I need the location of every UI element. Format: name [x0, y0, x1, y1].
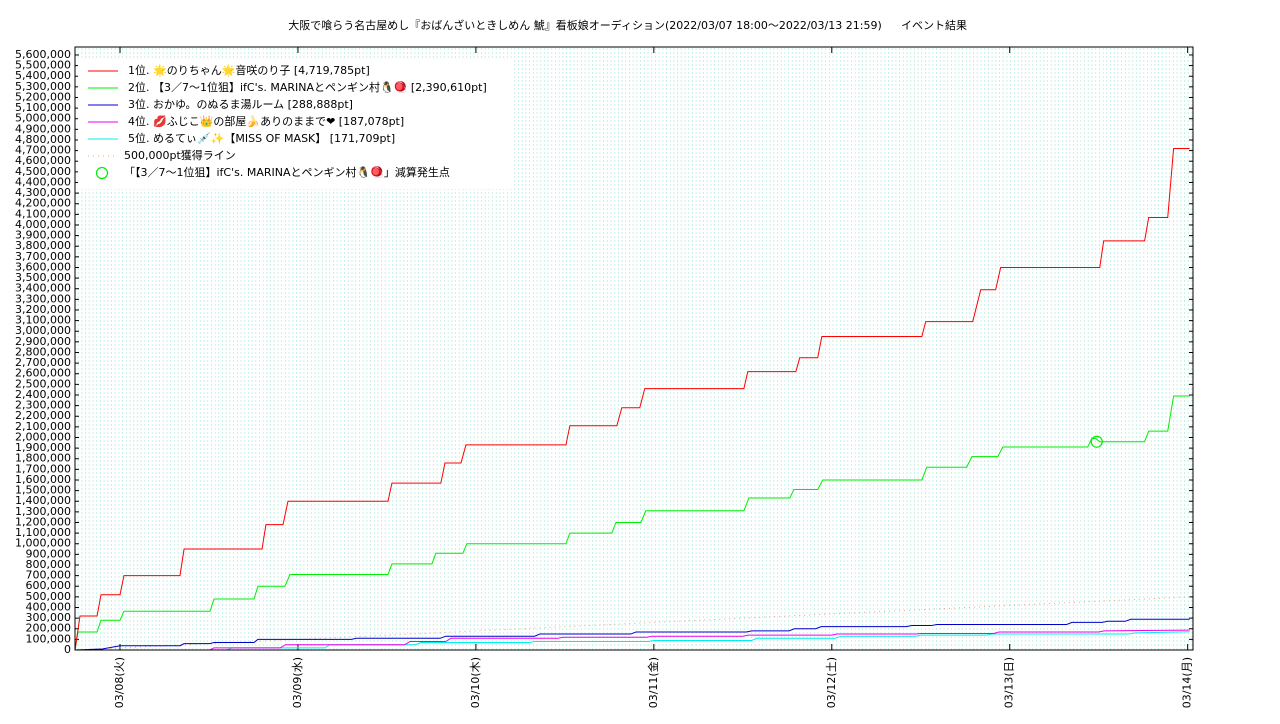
y-tick-label: 4,100,000 — [15, 207, 71, 220]
y-tick-label: 5,500,000 — [15, 59, 71, 72]
y-tick-label: 5,300,000 — [15, 80, 71, 93]
y-tick-label: 1,500,000 — [15, 484, 71, 497]
y-tick-label: 1,300,000 — [15, 505, 71, 518]
y-tick-label: 5,600,000 — [15, 48, 71, 61]
y-tick-label: 3,400,000 — [15, 282, 71, 295]
legend-label: 「【3／7〜1位狙】ifC's. MARINAとペンギン村🐧🪀」減算発生点 — [124, 165, 450, 180]
y-tick-label: 2,800,000 — [15, 345, 71, 358]
y-tick-label: 3,300,000 — [15, 292, 71, 305]
series-line — [74, 596, 1190, 651]
y-tick-label: 800,000 — [26, 558, 72, 571]
y-tick-label: 3,100,000 — [15, 314, 71, 327]
x-tick-label: 03/08(火) — [113, 657, 126, 708]
y-tick-label: 2,600,000 — [15, 367, 71, 380]
y-tick-label: 600,000 — [26, 579, 72, 592]
y-tick-label: 2,200,000 — [15, 409, 71, 422]
y-tick-label: 4,700,000 — [15, 144, 71, 157]
legend-label: 3位. おかゆ。のぬるま湯ルーム [288,888pt] — [128, 97, 353, 111]
y-tick-label: 4,200,000 — [15, 197, 71, 210]
y-tick-label: 4,300,000 — [15, 186, 71, 199]
event-marker — [1090, 435, 1103, 448]
y-tick-label: 100,000 — [26, 632, 72, 645]
chart-subtitle: イベント結果 — [901, 18, 967, 32]
y-tick-label: 3,800,000 — [15, 239, 71, 252]
y-tick-label: 700,000 — [26, 569, 72, 582]
y-tick-label: 4,000,000 — [15, 218, 71, 231]
y-tick-label: 1,400,000 — [15, 494, 71, 507]
y-tick-label: 900,000 — [26, 547, 72, 560]
series-line — [74, 395, 1190, 651]
y-tick-label: 1,100,000 — [15, 526, 71, 539]
y-tick-label: 5,100,000 — [15, 101, 71, 114]
y-tick-label: 2,500,000 — [15, 377, 71, 390]
y-tick-label: 400,000 — [26, 600, 72, 613]
y-tick-label: 200,000 — [26, 622, 72, 635]
legend-label: 5位. めるてぃ💉✨【MISS OF MASK】 [171,709pt] — [128, 131, 395, 145]
legend-symbol — [95, 166, 109, 180]
y-tick-label: 5,000,000 — [15, 112, 71, 125]
series-line — [75, 629, 1190, 651]
x-tick-label: 03/11(金) — [646, 657, 660, 708]
y-tick-label: 300,000 — [26, 611, 72, 624]
y-tick-label: 1,600,000 — [15, 473, 71, 486]
y-tick-label: 2,300,000 — [15, 399, 71, 412]
x-tick-label: 03/14(月) — [1181, 657, 1194, 708]
series-line — [74, 148, 1190, 651]
y-tick-label: 4,500,000 — [15, 165, 71, 178]
y-tick-label: 500,000 — [26, 590, 72, 603]
y-tick-label: 1,700,000 — [15, 462, 71, 475]
y-tick-label: 1,800,000 — [15, 452, 71, 465]
y-tick-label: 2,900,000 — [15, 335, 71, 348]
y-tick-label: 4,800,000 — [15, 133, 71, 146]
y-tick-label: 1,200,000 — [15, 515, 71, 528]
y-tick-label: 0 — [64, 643, 71, 656]
x-tick-label: 03/10(木) — [469, 657, 482, 708]
plot-frame — [74, 46, 1194, 651]
y-tick-label: 1,000,000 — [15, 537, 71, 550]
y-tick-label: 3,000,000 — [15, 324, 71, 337]
y-tick-label: 3,900,000 — [15, 229, 71, 242]
legend-label: 1位. 🌟のりちゃん🌟音咲のり子 [4,719,785pt] — [128, 63, 370, 77]
legend-label: 4位. 💋ふじこ👑の部屋🍌ありのままで❤ [187,078pt] — [128, 114, 404, 128]
y-tick-label: 4,400,000 — [15, 175, 71, 188]
y-tick-label: 2,700,000 — [15, 356, 71, 369]
y-tick-label: 2,100,000 — [15, 420, 71, 433]
y-tick-label: 3,200,000 — [15, 303, 71, 316]
legend-box — [78, 59, 514, 189]
y-tick-label: 2,000,000 — [15, 430, 71, 443]
series-line — [74, 618, 1190, 651]
y-tick-label: 4,900,000 — [15, 122, 71, 135]
y-tick-label: 2,400,000 — [15, 388, 71, 401]
legend-label: 2位. 【3／7〜1位狙】ifC's. MARINAとペンギン村🐧🪀 [2,39… — [128, 80, 487, 95]
y-tick-label: 1,900,000 — [15, 441, 71, 454]
y-tick-label: 4,600,000 — [15, 154, 71, 167]
y-tick-label: 3,700,000 — [15, 250, 71, 263]
legend-label: 500,000pt獲得ライン — [124, 149, 236, 162]
x-tick-label: 03/13(日) — [1003, 657, 1016, 708]
y-tick-label: 5,200,000 — [15, 90, 71, 103]
x-tick-label: 03/09(水) — [291, 657, 304, 708]
y-tick-label: 3,500,000 — [15, 271, 71, 284]
x-tick-label: 03/12(土) — [825, 657, 838, 708]
y-tick-label: 5,400,000 — [15, 69, 71, 82]
chart-title: 大阪で喰らう名古屋めし『おばんざいときしめん 鯱』看板娘オーディション(2022… — [288, 18, 882, 32]
series-line — [75, 631, 1190, 651]
y-tick-label: 3,600,000 — [15, 260, 71, 273]
